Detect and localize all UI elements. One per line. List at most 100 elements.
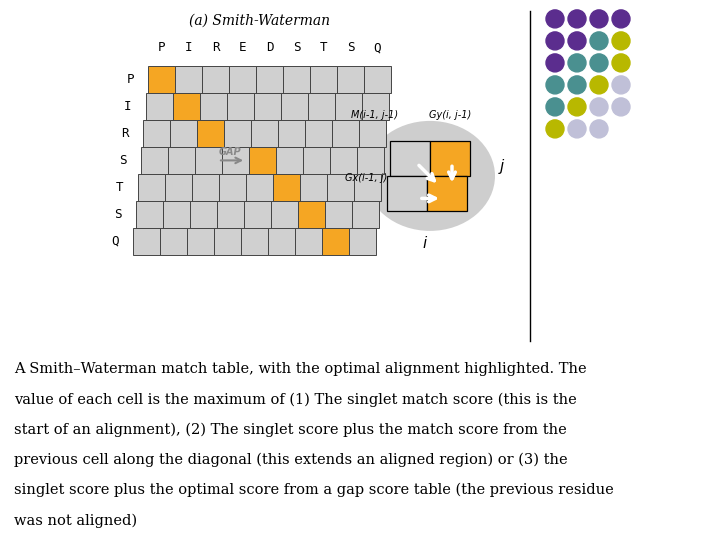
Polygon shape (387, 176, 427, 211)
Polygon shape (330, 147, 356, 174)
Polygon shape (248, 147, 276, 174)
Polygon shape (278, 120, 305, 147)
Polygon shape (310, 66, 337, 93)
Polygon shape (229, 66, 256, 93)
Polygon shape (138, 174, 165, 201)
Polygon shape (354, 174, 381, 201)
Text: T: T (116, 181, 124, 194)
Circle shape (568, 98, 586, 116)
Text: A Smith–Waterman match table, with the optimal alignment highlighted. The: A Smith–Waterman match table, with the o… (14, 362, 587, 376)
Polygon shape (295, 228, 322, 255)
Polygon shape (217, 201, 243, 228)
Ellipse shape (365, 121, 495, 231)
Polygon shape (189, 201, 217, 228)
Polygon shape (173, 93, 199, 120)
Text: I: I (185, 42, 192, 55)
Polygon shape (192, 174, 219, 201)
Polygon shape (297, 201, 325, 228)
Circle shape (568, 10, 586, 28)
Text: singlet score plus the optimal score from a gap score table (the previous residu: singlet score plus the optimal score fro… (14, 483, 614, 497)
Circle shape (546, 98, 564, 116)
Text: P: P (158, 42, 166, 55)
Text: start of an alignment), (2) The singlet score plus the match score from the: start of an alignment), (2) The singlet … (14, 422, 567, 437)
Polygon shape (335, 93, 361, 120)
Text: S: S (114, 208, 121, 221)
Polygon shape (140, 147, 168, 174)
Polygon shape (356, 147, 384, 174)
Text: R: R (212, 42, 220, 55)
Polygon shape (281, 93, 307, 120)
Circle shape (546, 32, 564, 50)
Polygon shape (427, 176, 467, 211)
Text: R: R (121, 127, 129, 140)
Polygon shape (430, 141, 470, 176)
Text: T: T (320, 42, 328, 55)
Circle shape (546, 76, 564, 94)
Text: Q: Q (112, 235, 119, 248)
Text: S: S (293, 42, 300, 55)
Circle shape (568, 54, 586, 72)
Polygon shape (175, 66, 202, 93)
Text: P: P (126, 73, 134, 86)
Text: was not aligned): was not aligned) (14, 514, 138, 528)
Text: GAP: GAP (219, 147, 241, 157)
Circle shape (590, 76, 608, 94)
Circle shape (546, 120, 564, 138)
Polygon shape (246, 174, 273, 201)
Text: Gx(i-1, j): Gx(i-1, j) (345, 173, 387, 183)
Polygon shape (145, 93, 173, 120)
Polygon shape (332, 120, 359, 147)
Polygon shape (256, 66, 283, 93)
Polygon shape (241, 228, 268, 255)
Text: Q: Q (374, 42, 382, 55)
Polygon shape (219, 174, 246, 201)
Circle shape (590, 120, 608, 138)
Text: value of each cell is the maximum of (1) The singlet match score (this is the: value of each cell is the maximum of (1)… (14, 392, 577, 407)
Circle shape (612, 76, 630, 94)
Circle shape (612, 32, 630, 50)
Polygon shape (199, 93, 227, 120)
Circle shape (546, 54, 564, 72)
Polygon shape (253, 93, 281, 120)
Polygon shape (390, 141, 430, 176)
Polygon shape (143, 120, 170, 147)
Circle shape (612, 54, 630, 72)
Circle shape (590, 54, 608, 72)
Polygon shape (305, 120, 332, 147)
Polygon shape (202, 66, 229, 93)
Polygon shape (133, 228, 160, 255)
Polygon shape (170, 120, 197, 147)
Polygon shape (283, 66, 310, 93)
Circle shape (590, 32, 608, 50)
Circle shape (612, 98, 630, 116)
Text: D: D (266, 42, 274, 55)
Text: S: S (119, 154, 126, 167)
Polygon shape (187, 228, 214, 255)
Polygon shape (251, 120, 278, 147)
Polygon shape (148, 66, 175, 93)
Text: (a) Smith-Waterman: (a) Smith-Waterman (189, 14, 330, 28)
Circle shape (612, 10, 630, 28)
Polygon shape (276, 147, 302, 174)
Polygon shape (268, 228, 295, 255)
Polygon shape (322, 228, 349, 255)
Text: previous cell along the diagonal (this extends an aligned region) or (3) the: previous cell along the diagonal (this e… (14, 453, 568, 467)
Polygon shape (222, 147, 248, 174)
Polygon shape (364, 66, 391, 93)
Polygon shape (271, 201, 297, 228)
Text: E: E (239, 42, 246, 55)
Circle shape (546, 10, 564, 28)
Polygon shape (168, 147, 194, 174)
Polygon shape (194, 147, 222, 174)
Polygon shape (160, 228, 187, 255)
Circle shape (568, 32, 586, 50)
Polygon shape (327, 174, 354, 201)
Text: I: I (124, 100, 131, 113)
Text: j: j (500, 159, 504, 174)
Polygon shape (243, 201, 271, 228)
Polygon shape (302, 147, 330, 174)
Polygon shape (214, 228, 241, 255)
Polygon shape (349, 228, 376, 255)
Polygon shape (300, 174, 327, 201)
Circle shape (568, 120, 586, 138)
